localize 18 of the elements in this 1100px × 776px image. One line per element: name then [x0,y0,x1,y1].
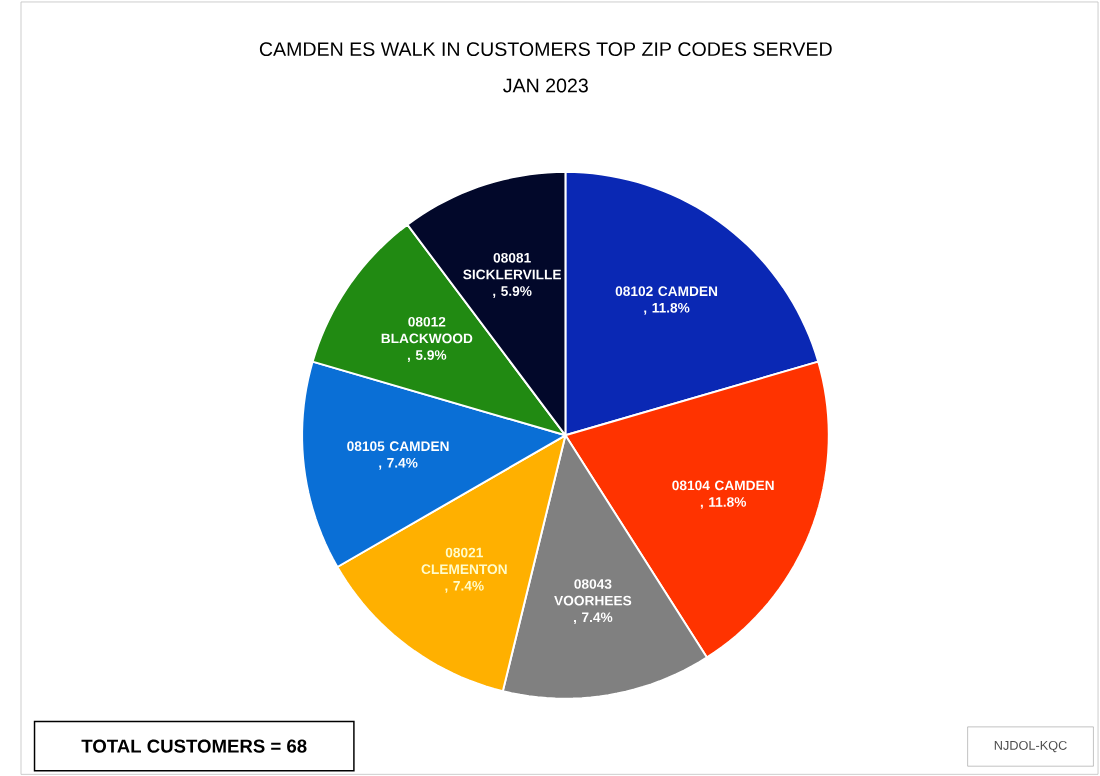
data-label: , 7.4% [445,580,484,593]
data-label: , 5.9% [493,286,532,298]
slice-label: 08043 VOORHEES [554,578,632,606]
slice-label: 08104 CAMDEN [672,480,774,491]
chart-title: CAMDEN ES WALK IN CUSTOMERS TOP ZIP CODES SERVED [259,42,832,56]
data-label: , 5.9% [407,350,447,362]
chart-subtitle: JAN 2023 [503,78,588,93]
text: NJDOL-KQC [994,740,1067,753]
slice-label: 08012 BLACKWOOD [381,316,473,344]
data-label: , 7.4% [379,457,418,470]
slice-label: 08105 CAMDEN [347,441,449,451]
slice-label: 08021 CLEMENTON [421,547,507,574]
text: TOTAL CUSTOMERS = 68 [81,739,307,753]
slice-label: 08081 SICKLERVILLE [463,252,561,280]
data-label: , 11.8% [700,496,747,509]
data-label: , 7.4% [574,612,613,624]
slice-label: 08102 CAMDEN [615,286,718,296]
data-label: , 11.8% [644,302,690,315]
